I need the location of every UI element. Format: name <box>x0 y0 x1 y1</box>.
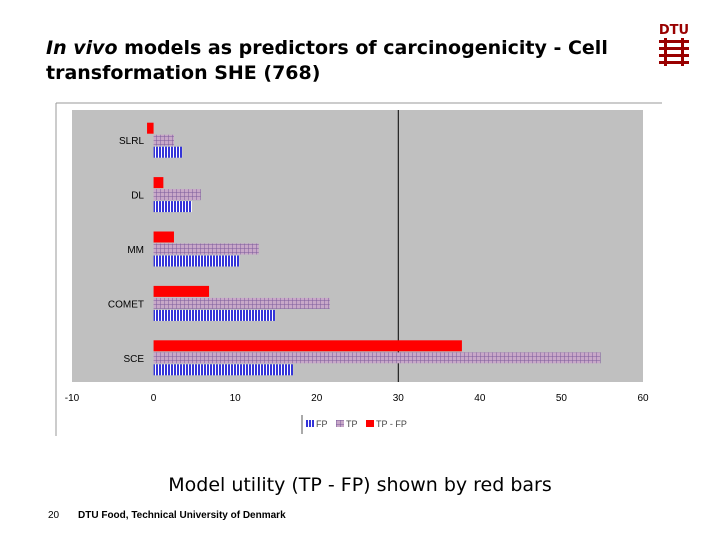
bar-tp-mm <box>153 243 259 255</box>
bar-fp-comet <box>153 309 276 321</box>
category-label-sce: SCE <box>123 354 144 365</box>
x-tick-label: 60 <box>637 393 649 404</box>
category-label-mm: MM <box>127 245 144 256</box>
x-tick-label: 30 <box>393 393 405 404</box>
legend-label-fp: FP <box>316 419 328 429</box>
bar-tpfp-mm <box>153 231 174 243</box>
bar-fp-slrl <box>153 146 183 158</box>
bar-tp-slrl <box>153 134 174 146</box>
legend-swatch-tpfp <box>366 420 374 427</box>
bar-tpfp-comet <box>153 285 210 297</box>
bar-fp-sce <box>153 364 294 376</box>
bar-fp-dl <box>153 201 192 213</box>
x-tick-label: 0 <box>151 393 157 404</box>
legend-swatch-fp <box>306 420 314 427</box>
legend-label-tp: TP <box>346 419 358 429</box>
x-tick-label: -10 <box>65 393 80 404</box>
legend-swatch-tp <box>336 420 344 427</box>
bar-tp-dl <box>153 189 201 201</box>
bar-tpfp-sce <box>153 340 462 352</box>
category-label-comet: COMET <box>108 299 144 310</box>
bar-tpfp-dl <box>153 177 164 189</box>
dtu-logo: DTU <box>659 23 689 66</box>
x-tick-label: 10 <box>230 393 242 404</box>
dtu-logo-text: DTU <box>659 23 689 38</box>
x-tick-label: 20 <box>311 393 323 404</box>
category-label-slrl: SLRL <box>119 136 144 147</box>
title-rest: models as predictors of carcinogenicity … <box>46 37 608 84</box>
legend-label-tpfp: TP - FP <box>376 419 407 429</box>
slide-caption: Model utility (TP - FP) shown by red bar… <box>168 474 552 496</box>
title-italic: In vivo <box>46 37 118 59</box>
bar-fp-mm <box>153 255 240 267</box>
slide-title: In vivo models as predictors of carcinog… <box>46 36 646 86</box>
footer-organization: DTU Food, Technical University of Denmar… <box>78 510 286 521</box>
category-label-dl: DL <box>131 191 144 202</box>
bar-tp-comet <box>153 297 330 309</box>
x-tick-label: 50 <box>556 393 568 404</box>
page-number: 20 <box>48 510 60 521</box>
bar-tpfp-slrl <box>147 122 154 134</box>
x-tick-label: 40 <box>474 393 486 404</box>
bar-tp-sce <box>153 352 601 364</box>
